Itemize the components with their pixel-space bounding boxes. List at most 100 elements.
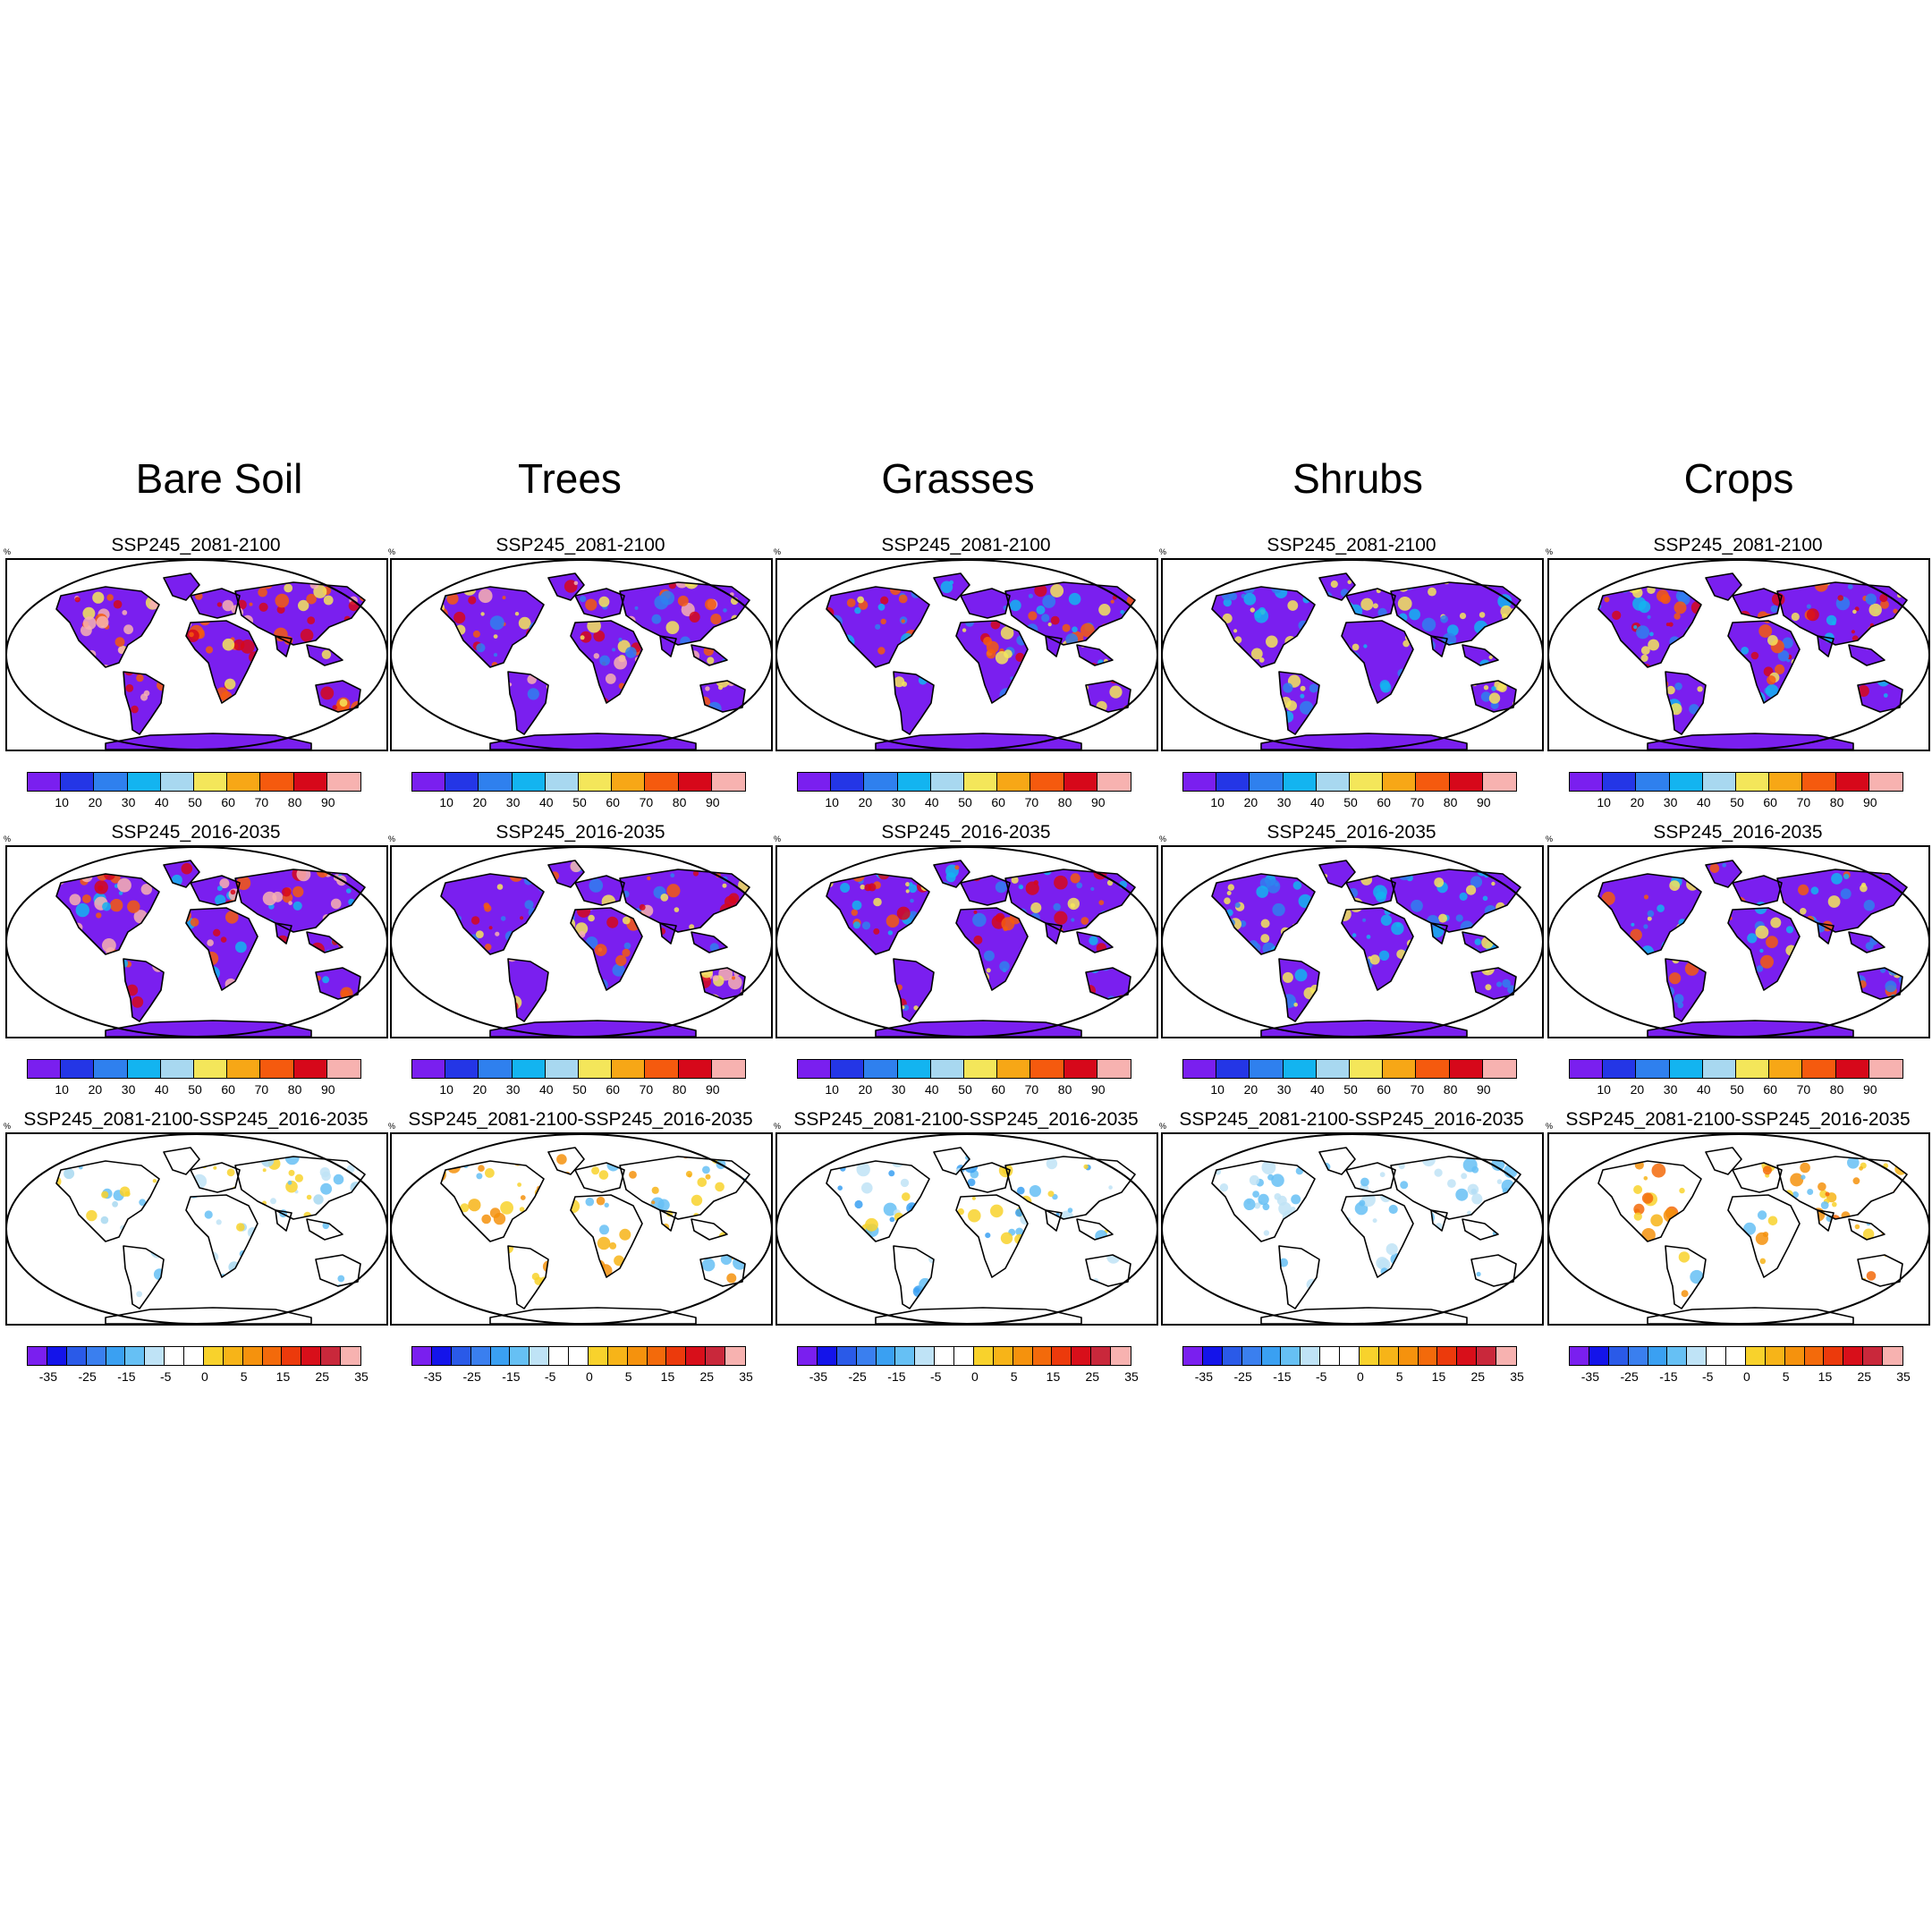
value-patch	[1788, 1272, 1793, 1277]
coastline-southAmerica	[1665, 958, 1707, 1022]
value-patch	[459, 673, 471, 685]
value-patch	[1709, 928, 1722, 940]
value-patch	[1379, 680, 1390, 691]
value-patch	[622, 948, 631, 957]
coastline-northAmerica	[1211, 586, 1316, 668]
value-patch	[1601, 962, 1608, 970]
value-patch	[599, 1224, 609, 1235]
value-patch	[733, 669, 748, 683]
coastline-northAmerica	[826, 873, 930, 955]
value-patch	[1617, 993, 1624, 1000]
panel-title: SSP245_2016-2035	[1653, 822, 1823, 843]
column-title-bare: Bare Soil	[135, 455, 303, 502]
value-patch	[1704, 872, 1710, 877]
colorbar-box	[510, 1347, 530, 1365]
value-patch	[1411, 899, 1423, 912]
value-patch	[1122, 916, 1135, 930]
value-patch	[220, 936, 227, 943]
value-patch	[1286, 700, 1297, 711]
value-patch	[1212, 672, 1215, 683]
value-patch	[1130, 871, 1135, 878]
value-patch	[708, 1002, 716, 1010]
value-patch	[247, 679, 258, 691]
value-patch	[177, 965, 187, 976]
value-patch	[1834, 1240, 1845, 1251]
value-patch	[1801, 954, 1810, 963]
value-patch	[549, 1233, 559, 1243]
colorbar-tick-label: 5	[1782, 1369, 1790, 1384]
value-patch	[1631, 922, 1635, 927]
value-patch	[1249, 1174, 1259, 1186]
coastline-india	[275, 635, 292, 657]
colorbar-tick-label: 80	[672, 795, 687, 809]
colorbar-tick-label: 20	[1243, 1082, 1258, 1097]
value-patch	[1871, 672, 1877, 678]
coastline-australia	[1470, 680, 1517, 713]
colorbar-box	[1449, 773, 1483, 791]
value-patch	[1614, 990, 1623, 999]
value-patch	[1609, 703, 1617, 711]
colorbar-tick-label: 0	[1743, 1369, 1750, 1384]
value-patch	[140, 693, 148, 701]
value-patch	[62, 680, 72, 691]
value-patch	[1455, 1188, 1469, 1201]
value-patch	[1462, 689, 1471, 698]
colorbar-box	[1437, 1347, 1458, 1365]
value-patch	[986, 968, 991, 973]
panel-title: SSP245_2081-2100-SSP245_2016-2035	[793, 1109, 1139, 1130]
colorbar-tick-label: 80	[1829, 795, 1844, 809]
value-patch	[1050, 615, 1060, 625]
panel-bare-row0: SSP245_2081-2100% 10 20 30 40 50 60 70 80 90	[4, 535, 388, 809]
panel-trees-row2: SSP245_2081-2100-SSP245_2016-2035% -35 -25…	[388, 1109, 773, 1384]
colorbar-box	[1769, 773, 1803, 791]
value-patch	[1402, 677, 1412, 688]
value-patch	[1212, 1184, 1213, 1194]
value-patch	[1741, 647, 1750, 655]
value-patch	[1226, 891, 1232, 895]
value-patch	[936, 1234, 946, 1243]
value-patch	[1327, 678, 1333, 683]
value-patch	[1330, 580, 1338, 589]
colorbar-tick-label: 80	[287, 1082, 302, 1097]
colorbar-box	[1687, 1347, 1707, 1365]
colorbar-box	[1378, 1347, 1399, 1365]
value-patch	[1815, 686, 1829, 701]
value-patch	[1026, 1246, 1033, 1253]
land-australia	[1471, 968, 1516, 999]
unit-label: %	[1159, 1122, 1167, 1131]
value-patch	[641, 681, 653, 691]
value-patch	[486, 698, 490, 702]
colorbar-box	[1702, 1060, 1736, 1078]
value-patch	[182, 1233, 193, 1245]
value-patch	[715, 1182, 724, 1192]
value-patch	[127, 900, 140, 913]
value-patch	[1305, 951, 1315, 960]
value-patch	[1352, 643, 1360, 651]
coastline-india	[1817, 922, 1835, 945]
value-patch	[1083, 1164, 1089, 1170]
colorbar-box	[897, 773, 931, 791]
value-patch	[1598, 648, 1605, 657]
value-patch	[1757, 1282, 1772, 1297]
value-patch	[557, 1247, 569, 1259]
colorbar-box	[145, 1347, 165, 1365]
value-patch	[1039, 993, 1046, 999]
value-patch	[873, 955, 884, 966]
colorbar-tick-label: 25	[1085, 1369, 1100, 1384]
colorbar-tick-label: -5	[544, 1369, 556, 1384]
value-patch	[1825, 681, 1839, 695]
value-patch	[1479, 612, 1486, 618]
colorbar-tick-label: -25	[1620, 1369, 1639, 1384]
value-patch	[1603, 964, 1608, 970]
land-antarctica	[1261, 1308, 1467, 1324]
value-patch	[547, 710, 553, 716]
value-patch	[1826, 998, 1840, 1013]
value-patch	[97, 669, 104, 677]
value-patch	[651, 614, 662, 624]
value-patch	[292, 1231, 300, 1238]
value-patch	[667, 1285, 681, 1299]
value-patch	[1497, 682, 1507, 692]
value-patch	[487, 1291, 493, 1296]
value-patch	[59, 966, 70, 977]
value-patch	[1867, 625, 1879, 638]
